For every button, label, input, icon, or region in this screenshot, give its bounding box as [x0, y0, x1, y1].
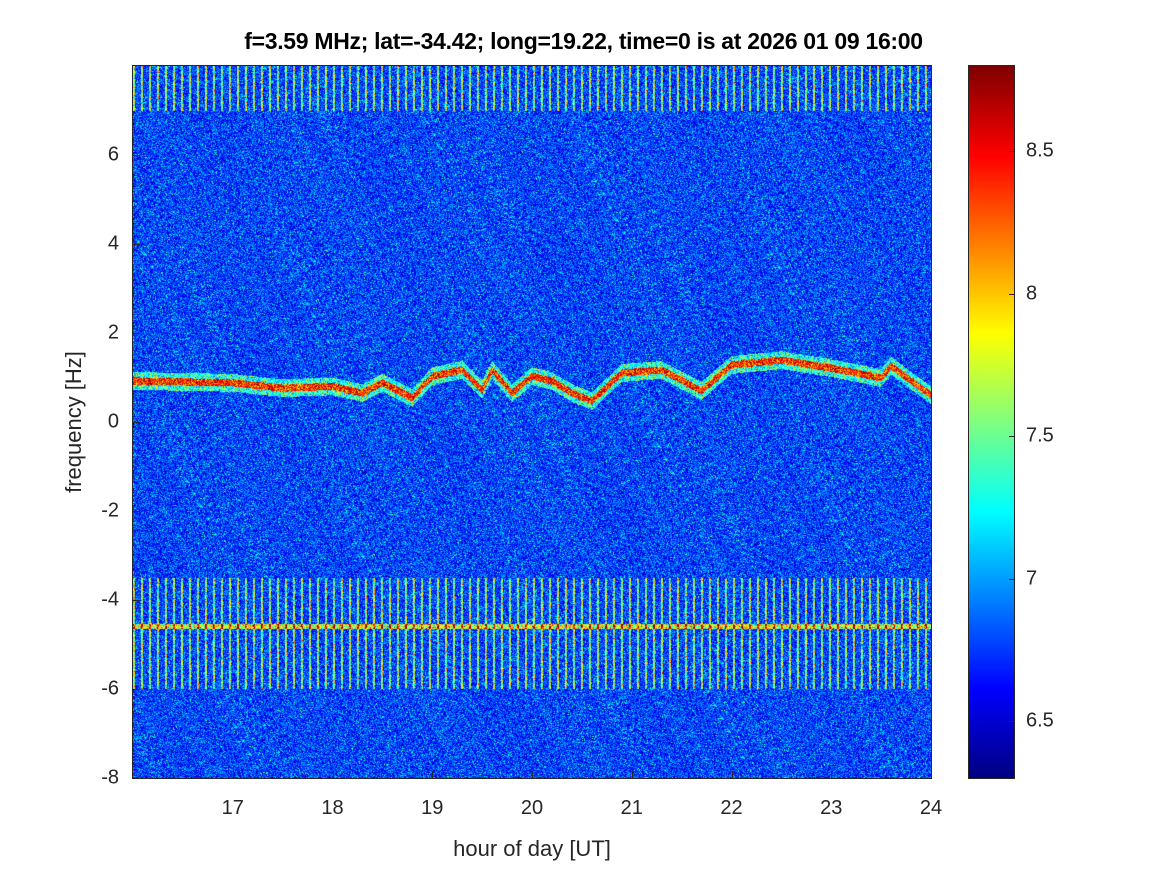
colorbar [968, 65, 1015, 779]
colorbar-tick-mark [1009, 151, 1014, 153]
x-tick-label: 22 [720, 797, 743, 819]
colorbar-tick-mark [1009, 721, 1014, 723]
colorbar-tick-mark [1009, 293, 1014, 295]
x-tick-mark [532, 771, 533, 778]
y-tick-mark [133, 689, 140, 690]
colorbar-tick-mark [1009, 436, 1014, 438]
x-axis-label: hour of day [UT] [453, 836, 611, 861]
y-tick-label: -4 [101, 588, 119, 611]
x-tick-mark [731, 771, 733, 778]
x-tick-mark [332, 771, 334, 778]
colorbar-tick-label: 8 [1026, 282, 1038, 305]
y-axis-label: frequency [Hz] [61, 351, 86, 493]
y-tick-mark [133, 244, 140, 245]
y-tick-mark [133, 422, 140, 423]
colorbar-tick-label: 6.5 [1026, 709, 1054, 732]
y-tick-mark [133, 333, 140, 334]
x-tick-mark [232, 771, 234, 778]
y-tick-label: 2 [107, 321, 119, 344]
y-tick-label: 6 [107, 143, 119, 166]
colorbar-tick-label: 8.5 [1026, 139, 1054, 162]
x-tick-label: 21 [620, 797, 643, 819]
x-tick-label: 18 [321, 797, 344, 819]
spectrogram-heatmap [132, 65, 932, 779]
colorbar-tick-label: 7 [1026, 567, 1038, 590]
x-tick-label: 20 [520, 797, 544, 819]
x-tick-label: 24 [919, 797, 943, 819]
x-tick-mark [931, 771, 932, 778]
y-tick-label: 4 [107, 232, 119, 255]
y-tick-label: -2 [101, 499, 119, 522]
y-tick-label: -8 [101, 766, 119, 789]
x-tick-mark [432, 771, 434, 778]
x-tick-mark [831, 771, 833, 778]
y-tick-mark [133, 155, 140, 156]
y-tick-mark [133, 511, 140, 512]
y-tick-label: 0 [107, 410, 119, 433]
x-tick-mark [631, 771, 633, 778]
y-tick-mark [133, 778, 140, 779]
colorbar-tick-mark [1009, 578, 1014, 580]
x-tick-label: 23 [820, 797, 843, 819]
x-tick-label: 19 [421, 797, 444, 819]
y-tick-mark [133, 600, 140, 601]
colorbar-tick-label: 7.5 [1026, 424, 1054, 447]
x-tick-label: 17 [221, 797, 244, 819]
y-tick-label: -6 [101, 677, 119, 700]
chart-title: f=3.59 MHz; lat=-34.42; long=19.22, time… [244, 28, 923, 54]
